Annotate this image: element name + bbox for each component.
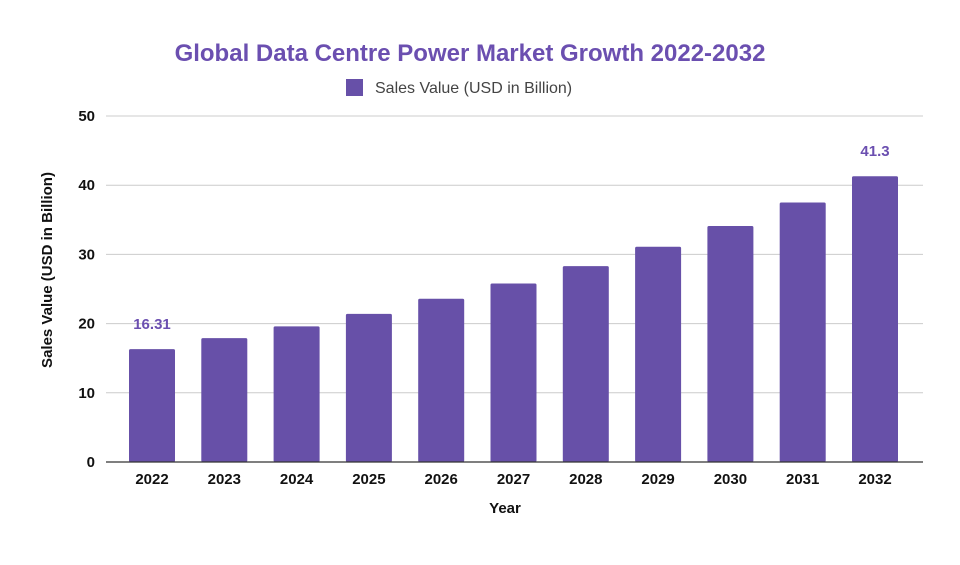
y-tick-label: 50: [78, 108, 95, 125]
bar-2027: [490, 283, 537, 462]
y-tick-label: 10: [78, 385, 95, 402]
bar-2025: [345, 313, 392, 462]
x-tick-label: 2032: [858, 471, 891, 488]
legend-swatch: [346, 79, 363, 96]
bar-2030: [707, 226, 754, 462]
y-axis-ticks: 0 10 20 30 40 50: [78, 108, 95, 471]
bar-2029: [635, 246, 682, 462]
data-label-2022: 16.31: [133, 316, 171, 333]
chart-title: Global Data Centre Power Market Growth 2…: [175, 40, 766, 67]
x-tick-label: 2024: [280, 471, 314, 488]
x-tick-label: 2022: [135, 471, 168, 488]
x-tick-label: 2029: [641, 471, 674, 488]
bar-2024: [273, 326, 320, 462]
bar-2026: [418, 298, 465, 462]
bar-2031: [779, 202, 826, 462]
bar-2022: [129, 349, 175, 462]
x-tick-label: 2026: [425, 471, 458, 488]
x-tick-label: 2031: [786, 471, 819, 488]
data-labels: 16.31 41.3: [133, 143, 889, 333]
y-tick-label: 40: [78, 177, 95, 194]
x-tick-label: 2028: [569, 471, 602, 488]
x-axis-ticks: 2022 2023 2024 2025 2026 2027 2028 2029 2030 2031…: [135, 471, 891, 488]
x-tick-label: 2023: [208, 471, 241, 488]
x-tick-label: 2030: [714, 471, 747, 488]
y-axis-title: Sales Value (USD in Billion): [39, 172, 56, 368]
bar-2023: [201, 338, 248, 462]
y-tick-label: 20: [78, 316, 95, 333]
x-tick-label: 2027: [497, 471, 530, 488]
y-tick-label: 0: [87, 454, 95, 471]
bar-2028: [562, 266, 609, 462]
bar-2032: [852, 176, 898, 463]
bars: [129, 176, 898, 463]
data-label-2032: 41.3: [860, 143, 889, 160]
x-tick-label: 2025: [352, 471, 385, 488]
x-axis-title: Year: [489, 500, 521, 517]
legend: Sales Value (USD in Billion): [346, 79, 572, 97]
legend-label: Sales Value (USD in Billion): [375, 80, 572, 97]
y-tick-label: 30: [78, 246, 95, 263]
